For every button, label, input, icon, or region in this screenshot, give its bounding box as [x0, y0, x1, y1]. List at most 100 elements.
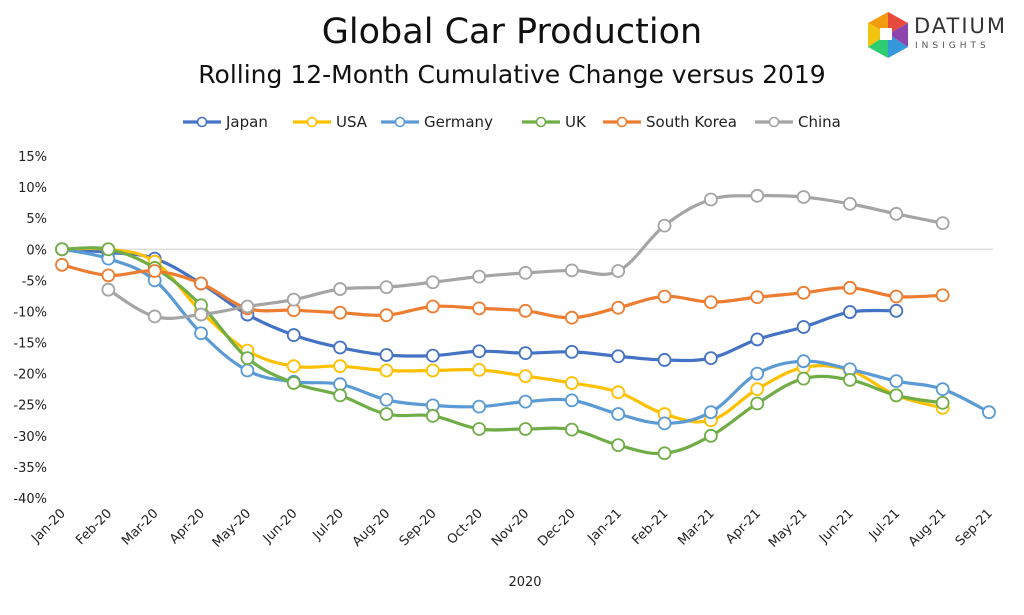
data-point: [796, 285, 811, 300]
data-point: [704, 405, 718, 420]
chart-subtitle: Rolling 12-Month Cumulative Change versu…: [198, 60, 826, 89]
data-point: [425, 363, 440, 378]
data-point: [796, 190, 811, 204]
data-point: [379, 363, 394, 378]
data-point: [843, 372, 857, 387]
data-point: [750, 332, 765, 347]
y-tick-label: -10%: [13, 305, 47, 320]
data-point: [194, 276, 208, 291]
logo-mark-icon: [868, 12, 908, 58]
y-tick-label: 10%: [18, 181, 47, 196]
x-tick-label: Aug-20: [350, 506, 394, 550]
data-point: [518, 369, 533, 384]
data-point: [379, 280, 394, 295]
data-point: [472, 422, 487, 436]
data-point: [472, 344, 487, 359]
x-tick-label: Jun-21: [816, 506, 857, 547]
data-point: [333, 377, 348, 392]
data-point: [750, 366, 765, 381]
data-point: [704, 428, 718, 443]
data-point: [796, 354, 811, 369]
data-point: [240, 351, 255, 365]
data-point: [240, 299, 255, 314]
legend-marker: [535, 116, 547, 128]
data-point: [333, 388, 348, 403]
data-point: [657, 446, 672, 461]
data-point: [425, 348, 440, 363]
data-point: [333, 282, 348, 296]
x-tick-label: Jul-21: [866, 506, 903, 543]
data-point: [286, 292, 301, 307]
legend-label: Japan: [225, 113, 268, 131]
y-tick-label: 0%: [26, 243, 47, 258]
data-point: [286, 376, 301, 390]
data-point: [286, 359, 301, 374]
data-point: [750, 290, 765, 305]
data-point: [889, 303, 904, 318]
y-tick-label: -35%: [13, 461, 47, 476]
legend-marker: [768, 116, 780, 128]
data-point: [564, 422, 579, 437]
data-point: [889, 388, 904, 403]
data-point: [425, 299, 440, 314]
data-point: [564, 393, 579, 408]
data-point: [704, 192, 718, 207]
legend-marker: [306, 116, 318, 128]
data-point: [564, 310, 579, 325]
data-point: [333, 305, 348, 320]
y-tick-label: -5%: [22, 274, 47, 289]
x-tick-label: Aug-21: [906, 506, 950, 550]
data-point: [611, 385, 626, 400]
data-point: [101, 242, 116, 257]
data-point: [472, 301, 487, 316]
legend-label: USA: [336, 113, 368, 131]
legend-marker: [616, 116, 628, 128]
x-tick-label: Sep-20: [397, 506, 440, 549]
x-tick-label: Mar-20: [119, 506, 161, 548]
data-point: [935, 395, 950, 410]
x-tick-label: Jun-20: [260, 506, 301, 547]
legend-label: South Korea: [646, 113, 737, 131]
data-point: [518, 303, 533, 318]
data-point: [472, 269, 487, 284]
legend-label: China: [798, 113, 841, 131]
data-point: [750, 396, 765, 411]
x-tick-label: Dec-20: [535, 506, 578, 549]
data-point: [611, 264, 626, 278]
data-point: [611, 349, 626, 364]
data-point: [518, 422, 533, 436]
data-point: [472, 363, 487, 377]
data-point: [379, 392, 394, 407]
data-point: [750, 382, 765, 397]
data-point: [611, 438, 626, 453]
logo-wordmark: DATIUM: [914, 14, 1008, 38]
data-point: [611, 407, 626, 421]
data-point: [55, 242, 69, 257]
data-point: [796, 371, 811, 386]
data-point: [101, 268, 116, 283]
data-point: [379, 348, 394, 362]
x-tick-label: Nov-20: [489, 506, 532, 549]
x-tick-label: Apr-20: [167, 506, 208, 547]
x-tick-label: Jan-21: [585, 506, 626, 547]
data-point: [657, 289, 672, 304]
x-tick-label: Jul-20: [310, 506, 347, 543]
data-point: [564, 344, 579, 359]
x-tick-label: May-20: [210, 506, 254, 550]
data-point: [657, 353, 672, 367]
data-point: [379, 308, 394, 323]
data-point: [611, 300, 626, 315]
data-point: [333, 359, 348, 374]
series-line-china: [107, 193, 943, 320]
data-point: [240, 363, 255, 378]
data-point: [704, 351, 718, 365]
data-point: [425, 409, 440, 423]
data-point: [101, 282, 116, 297]
legend-marker: [394, 116, 406, 128]
legend-label: Germany: [424, 113, 493, 131]
data-point: [843, 196, 857, 211]
data-point: [843, 305, 857, 319]
data-point: [147, 264, 162, 278]
x-tick-label: Sep-21: [953, 506, 996, 549]
x-tick-label: Feb-21: [629, 506, 671, 548]
